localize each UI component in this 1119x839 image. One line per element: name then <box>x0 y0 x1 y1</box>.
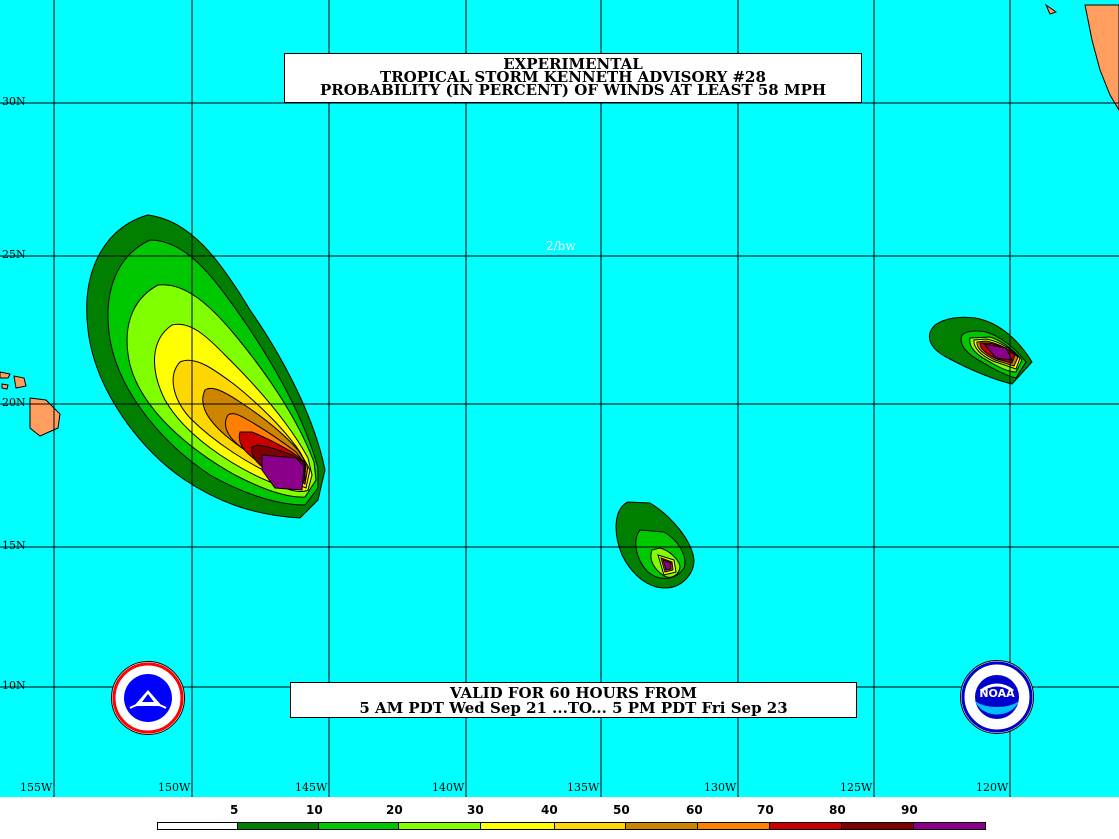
lat-label-30n: 30N <box>2 95 26 108</box>
lat-label-25n: 25N <box>2 248 26 261</box>
lon-label-125w: 125W <box>840 781 873 794</box>
lanai-island <box>1 383 9 390</box>
lon-label-135w: 135W <box>567 781 600 794</box>
legend-swatch-10 <box>913 822 986 830</box>
valid-line-2: 5 AM PDT Wed Sep 21 ...TO... 5 PM PDT Fr… <box>359 699 788 717</box>
lon-label-155w: 155W <box>20 781 53 794</box>
east-probability-swath <box>928 316 1033 385</box>
title-line-1: EXPERIMENTAL <box>503 55 643 73</box>
map-graphics <box>0 0 1119 797</box>
main-probability-swath <box>86 214 326 519</box>
noaa-logo-graphic <box>961 661 1033 733</box>
legend-label-40: 40 <box>541 803 558 817</box>
map-title-box: EXPERIMENTAL TROPICAL STORM KENNETH ADVI… <box>284 53 862 103</box>
legend-label-20: 20 <box>386 803 403 817</box>
maui-island <box>13 375 27 389</box>
lon-label-120w: 120W <box>976 781 1009 794</box>
legend-swatch-6 <box>625 822 698 830</box>
legend-swatch-9 <box>841 822 914 830</box>
nws-logo <box>111 661 185 735</box>
hawaii-big-island <box>29 397 61 437</box>
legend-label-10: 10 <box>306 803 323 817</box>
legend-swatch-8 <box>769 822 842 830</box>
lon-label-150w: 150W <box>158 781 191 794</box>
lat-label-10n: 10N <box>2 679 26 692</box>
noaa-logo-text: NOAA <box>979 687 1015 700</box>
lat-label-20n: 20N <box>2 396 26 409</box>
probability-legend: 5 10 20 30 40 50 60 70 80 90 <box>0 797 1119 839</box>
legend-label-90: 90 <box>901 803 918 817</box>
molokai-island <box>0 371 11 379</box>
south-probability-swath <box>615 501 695 589</box>
lat-label-15n: 15N <box>2 539 26 552</box>
legend-label-5: 5 <box>230 803 239 817</box>
legend-swatch-5 <box>554 822 626 830</box>
land-fragment <box>1044 3 1058 15</box>
probability-map: 30N 25N 20N 15N 10N 155W 150W 145W 140W … <box>0 0 1119 797</box>
legend-swatch-7 <box>697 822 770 830</box>
legend-label-80: 80 <box>829 803 846 817</box>
noaa-logo: NOAA <box>960 660 1034 734</box>
lon-label-140w: 140W <box>432 781 465 794</box>
lon-label-145w: 145W <box>295 781 328 794</box>
lon-label-130w: 130W <box>704 781 737 794</box>
legend-swatch-2 <box>318 822 399 830</box>
legend-label-30: 30 <box>467 803 484 817</box>
legend-swatch-3 <box>398 822 481 830</box>
nws-logo-graphic <box>112 662 184 734</box>
valid-period-box: VALID FOR 60 HOURS FROM 5 AM PDT Wed Sep… <box>290 682 857 718</box>
analyst-credit: 2/bw <box>546 239 576 253</box>
legend-label-70: 70 <box>757 803 774 817</box>
legend-swatch-4 <box>480 822 555 830</box>
legend-swatch-1 <box>237 822 319 830</box>
legend-swatch-0 <box>157 822 238 830</box>
valid-line-1: VALID FOR 60 HOURS FROM <box>449 684 698 702</box>
legend-label-60: 60 <box>686 803 703 817</box>
north-america-land <box>1084 4 1119 111</box>
title-line-2: TROPICAL STORM KENNETH ADVISORY #28 <box>380 68 766 86</box>
legend-label-50: 50 <box>613 803 630 817</box>
title-line-3: PROBABILITY (IN PERCENT) OF WINDS AT LEA… <box>319 81 827 99</box>
